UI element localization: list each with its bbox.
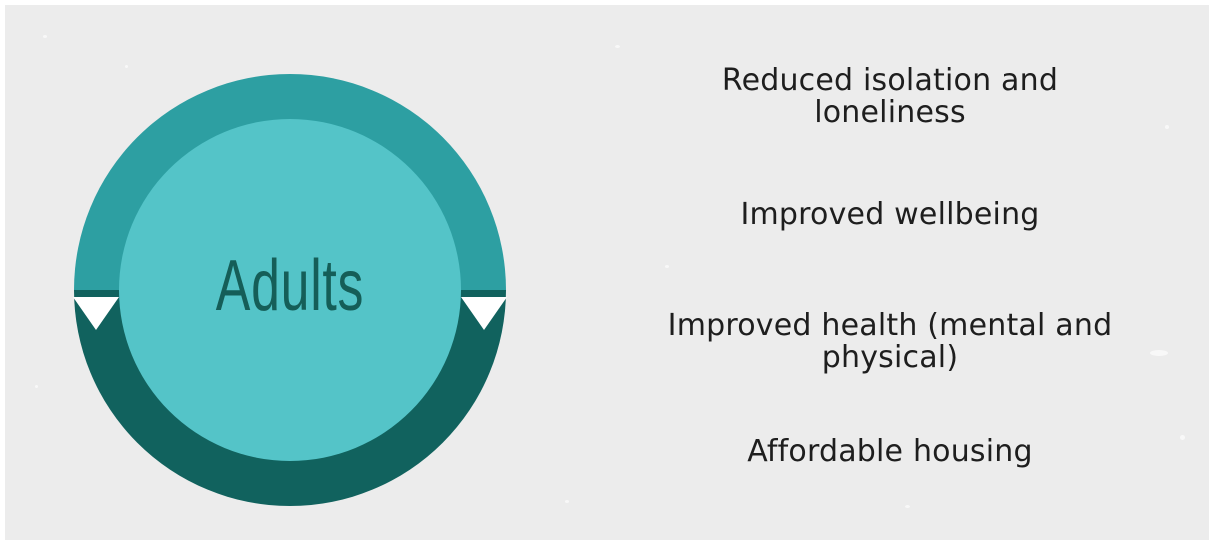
outcome-label: Reduced isolation and loneliness — [721, 63, 1059, 130]
outcome-item: Improved wellbeing — [605, 199, 1175, 231]
texture-speck — [1165, 125, 1169, 129]
inner-circle — [119, 119, 461, 461]
outcome-label: Improved wellbeing — [740, 197, 1040, 232]
slide-background: Adults Reduced isolation and loneliness I… — [5, 5, 1209, 540]
center-label: Adults — [215, 246, 365, 326]
texture-speck — [43, 35, 47, 38]
texture-speck — [1150, 350, 1168, 356]
outcome-label: Improved health (mental and physical) — [667, 308, 1113, 375]
texture-speck — [35, 385, 38, 388]
texture-speck — [665, 265, 669, 268]
left-arrow-icon — [73, 297, 119, 330]
outcomes-list: Reduced isolation and loneliness Improved… — [605, 5, 1175, 540]
texture-speck — [1180, 435, 1185, 440]
texture-speck — [615, 45, 620, 48]
texture-speck — [565, 500, 569, 503]
outcome-label: Affordable housing — [747, 434, 1033, 469]
texture-speck — [905, 505, 910, 508]
right-arrow-icon — [461, 297, 507, 330]
adults-cycle-diagram — [73, 74, 507, 506]
outcome-item: Reduced isolation and loneliness — [605, 65, 1175, 129]
outcome-item: Improved health (mental and physical) — [605, 310, 1175, 374]
texture-speck — [125, 65, 128, 68]
outcome-item: Affordable housing — [605, 436, 1175, 468]
